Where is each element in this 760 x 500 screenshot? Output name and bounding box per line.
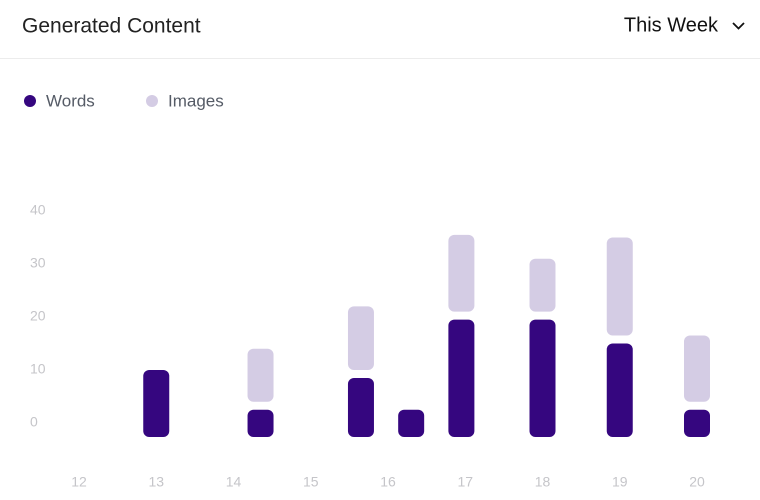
dropdown-chevron[interactable] (732, 22, 745, 30)
bar-segment (606, 237, 633, 336)
bar-segment (684, 335, 710, 402)
y-tick-label: 0 (30, 414, 38, 430)
bar-segment (347, 306, 374, 370)
card-title: Generated Content (22, 15, 201, 38)
period-selector[interactable]: This Week (624, 14, 719, 36)
bar-segment (529, 319, 556, 437)
y-tick-label: 40 (30, 202, 46, 218)
bar-segment (606, 343, 633, 437)
legend-swatch (24, 95, 36, 107)
x-tick-label: 12 (71, 474, 87, 490)
y-tick-label: 20 (30, 308, 46, 324)
x-tick-label: 14 (226, 474, 242, 490)
y-tick-label: 10 (30, 361, 46, 377)
x-tick-label: 15 (303, 474, 319, 490)
y-tick-label: 30 (30, 255, 46, 271)
x-tick-label: 20 (689, 474, 705, 490)
bar-segment (347, 377, 374, 437)
x-tick-label: 13 (148, 474, 164, 490)
bar-segment (247, 409, 274, 437)
bar-segment (448, 319, 475, 437)
legend-swatch (146, 95, 158, 107)
bar-segment (448, 234, 475, 312)
x-tick-label: 16 (380, 474, 396, 490)
x-tick-label: 18 (535, 474, 551, 490)
bar-segment (684, 409, 710, 437)
bar-segment (143, 370, 170, 437)
x-tick-label: 17 (457, 474, 473, 490)
bar-segment (398, 409, 425, 437)
x-tick-label: 19 (612, 474, 628, 490)
legend-label: Images (168, 91, 224, 110)
legend-label: Words (46, 91, 95, 110)
bar-segment (247, 348, 274, 402)
bar-segment (529, 258, 556, 312)
